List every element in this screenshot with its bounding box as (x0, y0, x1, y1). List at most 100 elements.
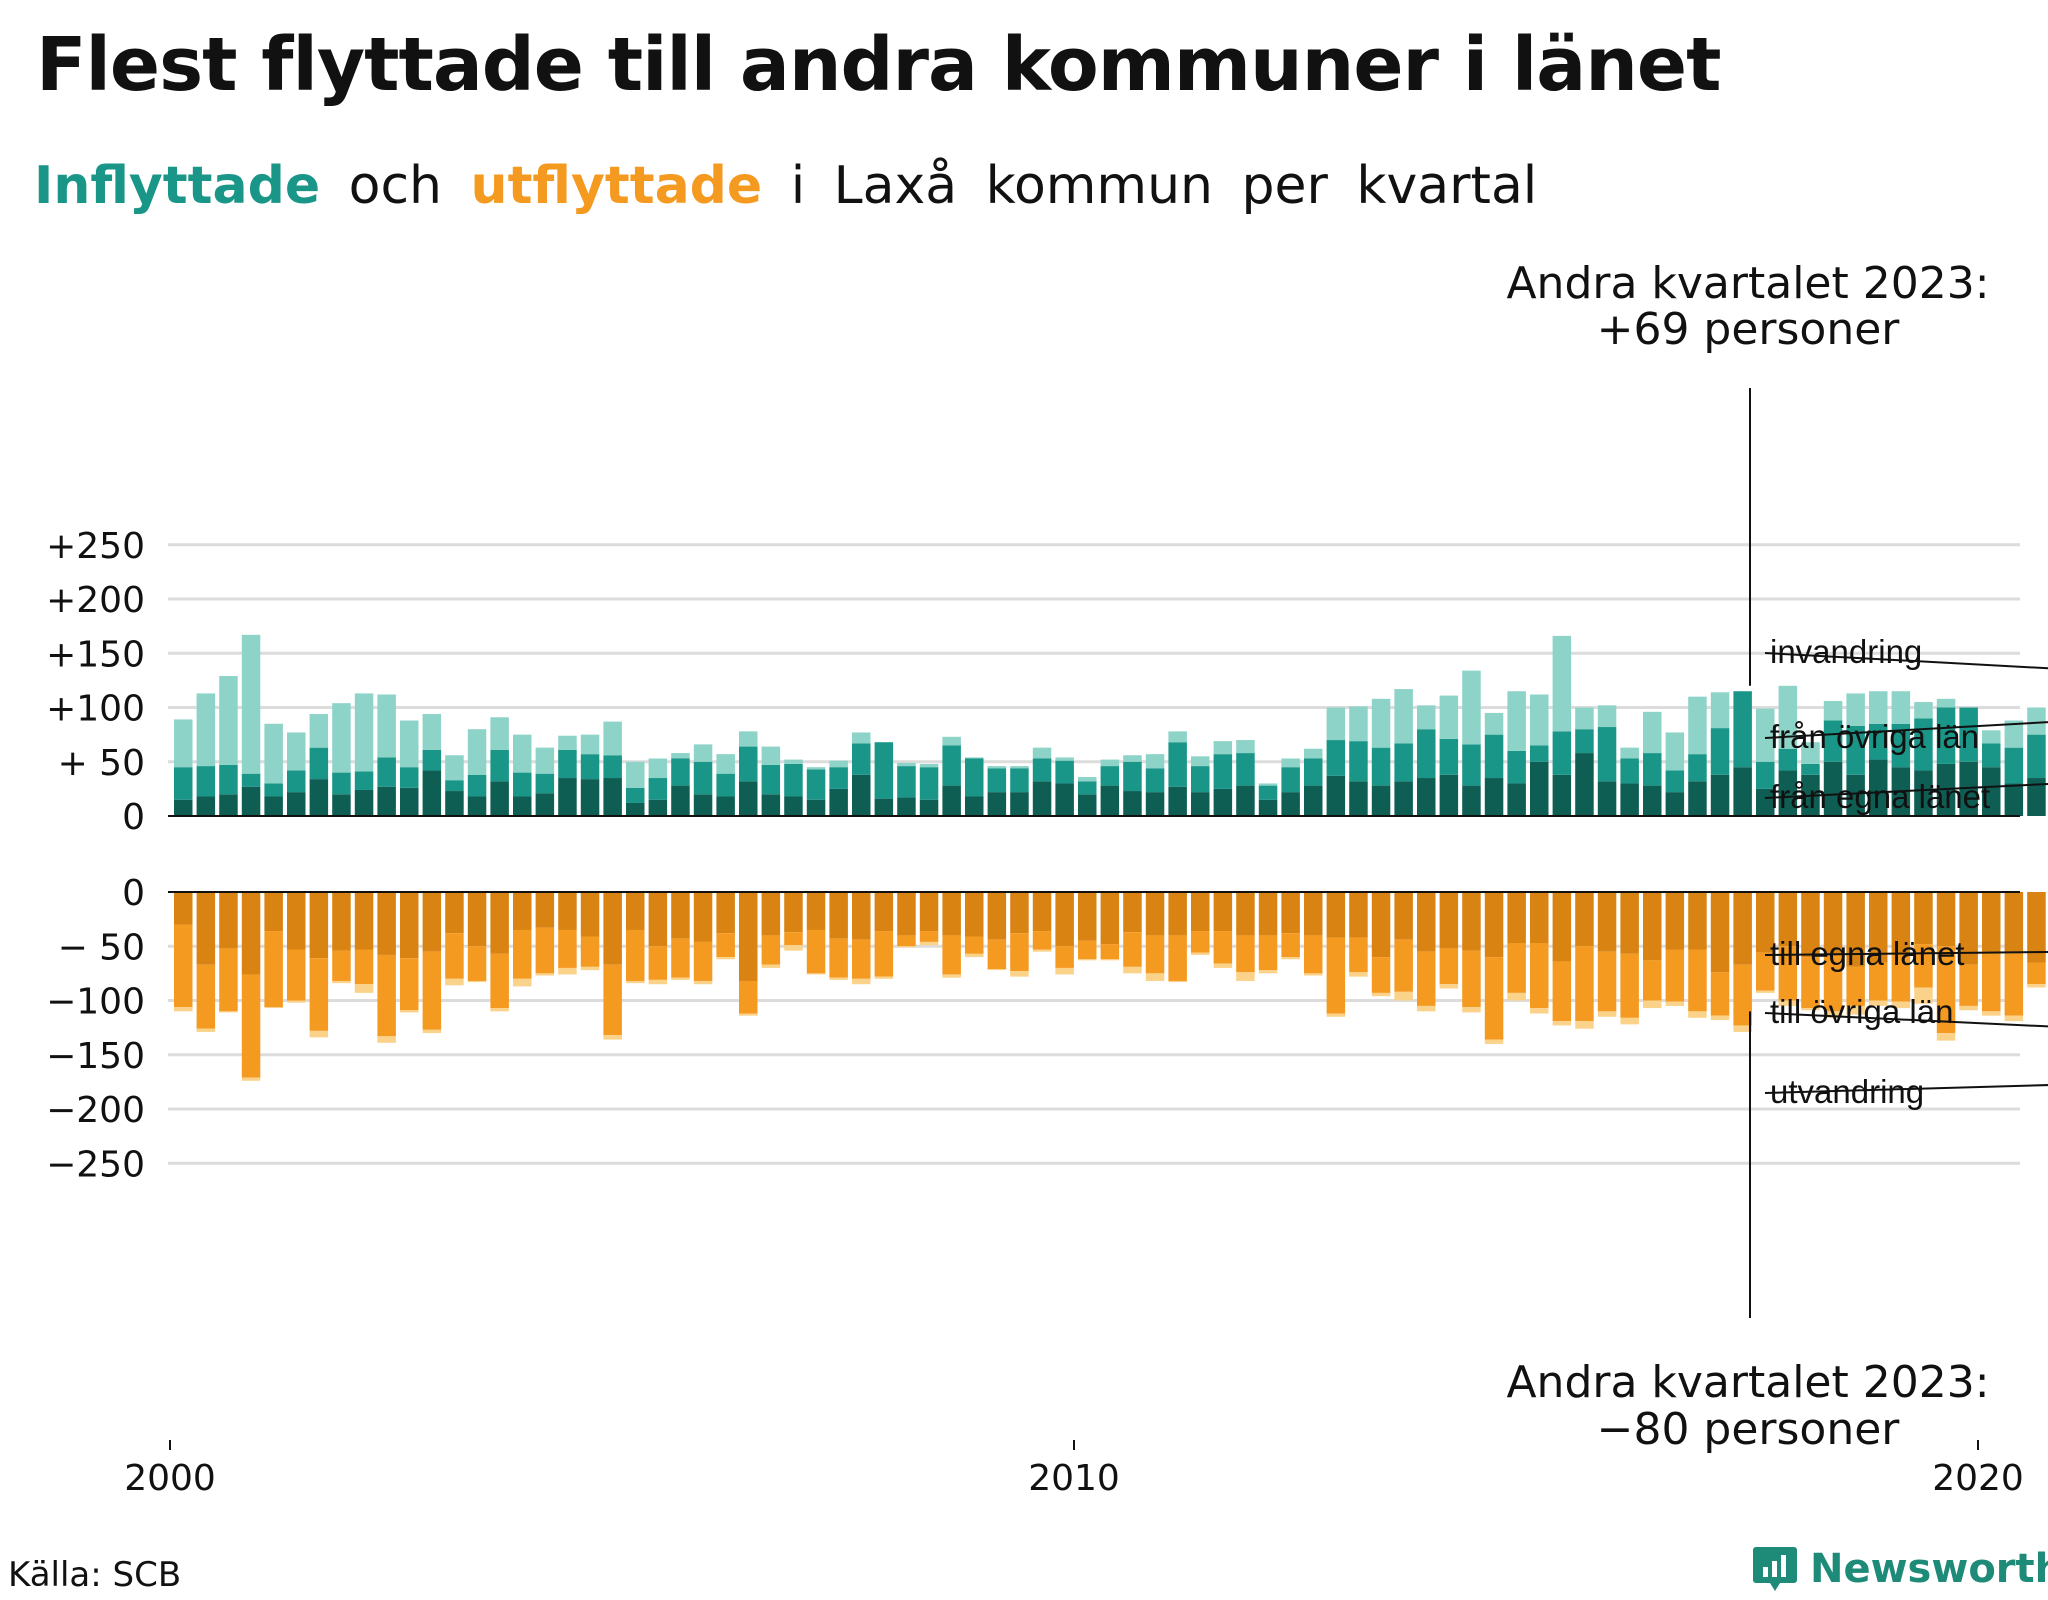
bar-in-invandring (1484, 712, 1504, 735)
bar-in-ovriga (1756, 761, 1775, 789)
subtitle-utflyttade: utflyttade (470, 156, 763, 216)
bar-ut-ovriga (1869, 962, 1888, 1001)
bar-in-egna (558, 778, 577, 816)
bar-ut-utvandring (784, 945, 803, 951)
bar-in-egna (309, 779, 329, 816)
bar-in-ovriga (2004, 747, 2024, 784)
bar-in-invandring (580, 734, 600, 755)
bar-ut-egna (1688, 892, 1707, 950)
bar-ut-egna (1236, 892, 1255, 936)
bar-ut-utvandring (1710, 1015, 1730, 1021)
bar-in-egna (241, 786, 261, 816)
bar-ut-utvandring (897, 946, 916, 948)
bar-in-egna (874, 798, 894, 816)
bar-in-invandring (1439, 695, 1459, 739)
bar-ut-egna (603, 892, 622, 965)
bar-in-egna (1258, 799, 1278, 816)
bar-in-ovriga (1914, 718, 1933, 771)
bar-in-ovriga (1484, 734, 1504, 779)
bar-ut-ovriga (287, 949, 306, 1001)
bar-ut-utvandring (287, 1000, 306, 1003)
bar-in-ovriga (1710, 728, 1730, 775)
bar-in-egna (1914, 770, 1933, 816)
bar-in-ovriga (1665, 770, 1685, 793)
bar-ut-ovriga (1597, 951, 1617, 1012)
bar-in-ovriga (309, 747, 329, 780)
bar-in-ovriga (1032, 758, 1052, 782)
bar-ut-egna (2004, 892, 2024, 954)
bar-ut-egna (829, 892, 848, 939)
bar-in-ovriga (1688, 754, 1707, 782)
bar-in-ovriga (1643, 753, 1662, 786)
bar-ut-utvandring (1959, 1005, 1978, 1011)
bar-in-invandring (1281, 758, 1300, 768)
bar-in-invandring (1371, 698, 1391, 748)
bar-in-egna (1349, 781, 1368, 816)
bar-ut-egna (1801, 892, 1820, 958)
bar-ut-ovriga (1643, 960, 1662, 1001)
bar-in-ovriga (513, 772, 532, 797)
bar-ut-utvandring (1733, 1025, 1752, 1032)
bar-ut-ovriga (852, 939, 871, 979)
bar-in-ovriga (332, 772, 351, 795)
bar-in-ovriga (400, 767, 419, 788)
bar-ut-ovriga (1801, 957, 1820, 1009)
bar-in-invandring (852, 732, 871, 744)
bar-in-ovriga (739, 746, 758, 782)
bar-in-invandring (1236, 740, 1255, 754)
bar-in-ovriga (1258, 785, 1278, 800)
bar-in-invandring (1778, 685, 1798, 749)
bar-in-egna (174, 799, 193, 816)
bar-ut-egna (1756, 892, 1775, 953)
bar-in-invandring (626, 761, 645, 788)
bar-ut-egna (1710, 892, 1730, 973)
label-fran-egna-leader (1764, 782, 2048, 799)
bar-ut-utvandring (1756, 990, 1775, 993)
bar-in-invandring (1936, 698, 1956, 708)
bar-in-invandring (761, 746, 781, 766)
bar-in-invandring (196, 693, 216, 767)
bar-in-ovriga (897, 766, 916, 798)
bar-in-ovriga (1236, 753, 1255, 786)
bar-ut-utvandring (1078, 959, 1097, 961)
bar-ut-utvandring (1597, 1011, 1617, 1017)
bar-ut-ovriga (1620, 953, 1639, 1018)
bar-ut-utvandring (354, 984, 374, 993)
bar-in-invandring (558, 735, 577, 750)
x-tick-label: 2010 (1028, 1458, 1120, 1499)
bar-ut-utvandring (1349, 972, 1368, 977)
bar-in-egna (1078, 794, 1097, 816)
bar-in-egna (784, 796, 803, 816)
bar-ut-egna (1371, 892, 1391, 958)
bar-in-egna (264, 796, 283, 816)
bar-in-invandring (648, 758, 668, 779)
bar-ut-utvandring (942, 974, 961, 978)
bar-ut-utvandring (1304, 973, 1323, 976)
bar-in-ovriga (829, 767, 848, 789)
bar-ut-utvandring (377, 1036, 396, 1043)
subtitle-rest: i Laxå kommun per kvartal (790, 156, 1538, 216)
bar-in-invandring (1801, 742, 1820, 764)
bar-in-egna (987, 792, 1007, 816)
bar-ut-ovriga (535, 927, 555, 974)
bar-ut-ovriga (1552, 961, 1572, 1022)
bar-ut-ovriga (1959, 964, 1978, 1006)
y-tick-label-top: +250 (46, 526, 145, 567)
bar-ut-ovriga (1846, 966, 1865, 1006)
bar-in-invandring (1823, 700, 1843, 721)
bar-ut-egna (1055, 892, 1074, 947)
bar-in-ovriga (1552, 731, 1572, 775)
bar-ut-utvandring (1168, 980, 1187, 983)
bar-ut-utvandring (919, 941, 939, 946)
bar-ut-ovriga (1078, 940, 1097, 960)
label-till-ovriga: till övriga län (1770, 993, 1953, 1030)
bar-in-invandring (1620, 747, 1639, 759)
bar-in-ovriga (1145, 768, 1165, 793)
bar-in-egna (739, 781, 758, 816)
bar-ut-egna (490, 892, 509, 954)
bar-in-ovriga (219, 765, 238, 795)
bar-ut-utvandring (2027, 984, 2046, 988)
bar-in-invandring (1213, 741, 1233, 755)
bar-in-invandring (1688, 696, 1707, 755)
